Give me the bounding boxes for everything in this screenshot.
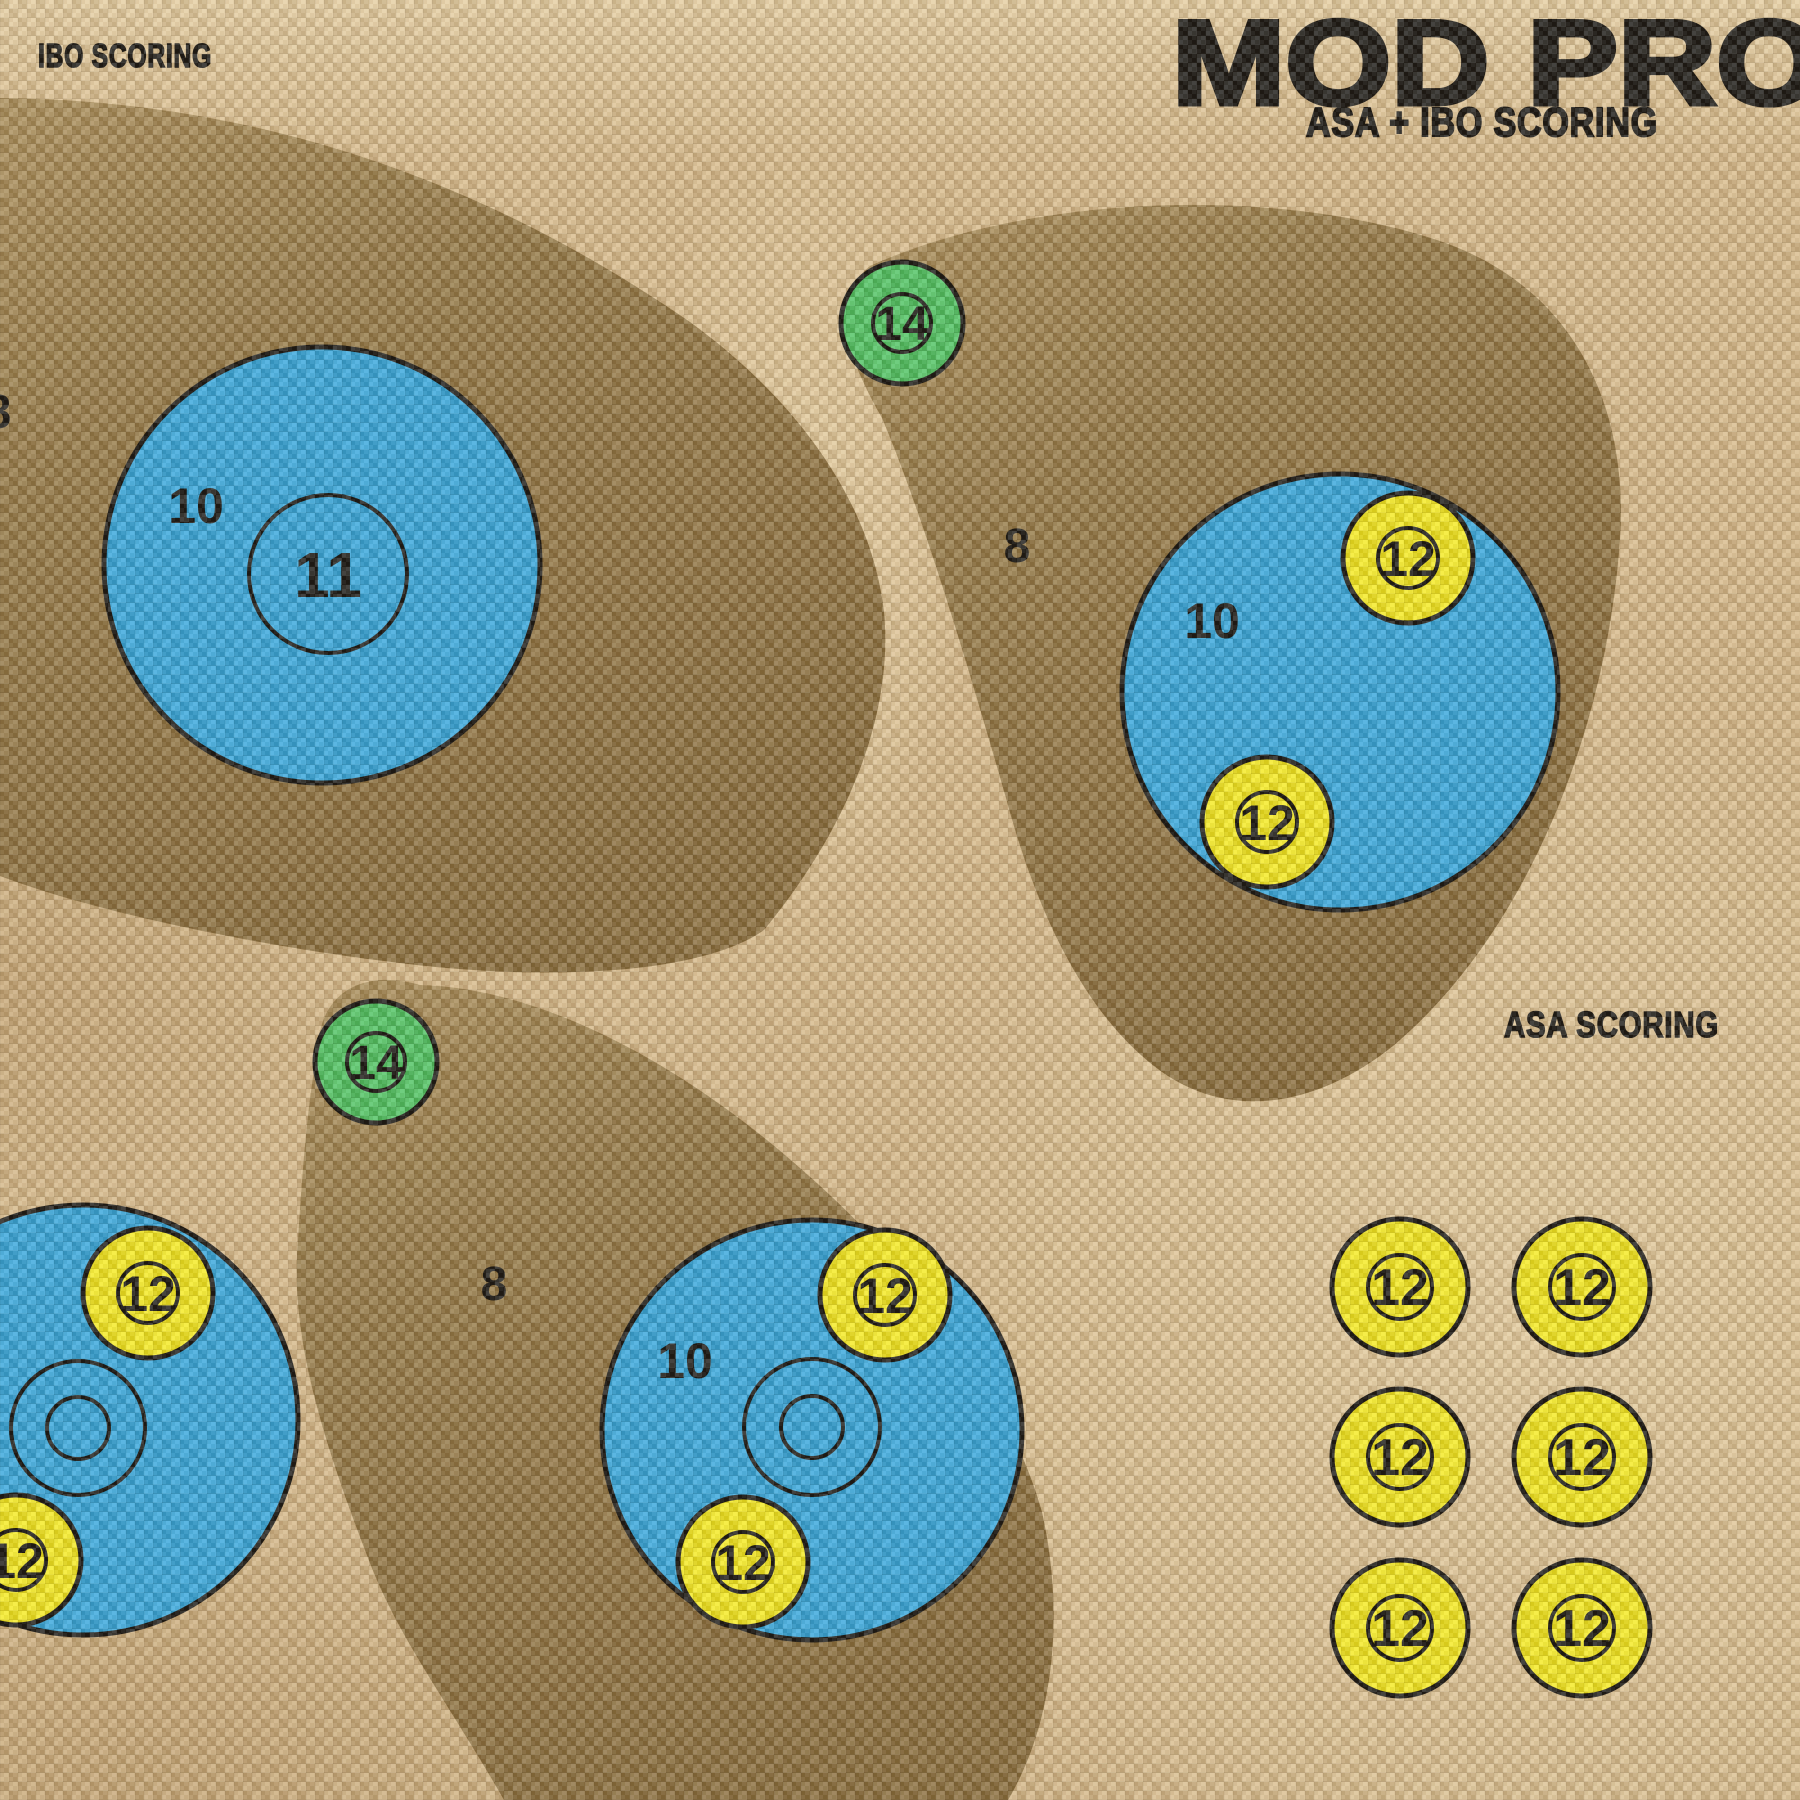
score-label-14: 14	[349, 1037, 403, 1090]
twelve-ring-lower	[0, 1492, 84, 1628]
center-x-ring	[779, 1394, 845, 1460]
spare-dot: 12	[1511, 1386, 1653, 1528]
eleven-ring	[247, 493, 409, 655]
fourteen-inner-ring	[871, 292, 933, 354]
score-label-12-lower: 12	[1239, 795, 1295, 851]
twelve-ring-upper	[1340, 490, 1476, 626]
eleven-ring	[742, 1357, 882, 1497]
dot-label: 12	[1371, 1600, 1429, 1658]
dot-label: 12	[1553, 1259, 1611, 1317]
dot-inner-ring	[1366, 1253, 1434, 1321]
spare-dot: 12	[1329, 1386, 1471, 1528]
spare-twelve-dots-grid: 12 12 12 12 12	[1329, 1216, 1653, 1699]
score-label-12-upper: 12	[120, 1266, 176, 1322]
spare-dot: 12	[1511, 1216, 1653, 1358]
target-top-left-ibo: 8 10 11	[0, 98, 886, 973]
ibo-scoring-heading: IBO SCORING	[38, 37, 212, 74]
twelve-ring-upper	[817, 1227, 953, 1363]
ten-ring	[101, 344, 543, 786]
score-label-12-upper: 12	[1380, 531, 1436, 587]
dot-circle	[1329, 1557, 1471, 1699]
dot-label: 12	[1553, 1600, 1611, 1658]
twelve-inner-ring-lower	[711, 1530, 775, 1594]
score-label-10: 10	[657, 1333, 713, 1389]
score-label-8: 8	[481, 1258, 508, 1311]
score-label-8: 8	[0, 386, 11, 439]
dot-inner-ring	[1366, 1594, 1434, 1662]
center-x-ring	[45, 1395, 111, 1461]
dot-inner-ring	[1366, 1423, 1434, 1491]
twelve-ring-lower	[1199, 754, 1335, 890]
spare-dot: 12	[1329, 1557, 1471, 1699]
twelve-inner-ring-upper	[116, 1261, 180, 1325]
dot-inner-ring	[1548, 1423, 1616, 1491]
brand-logo: MOD PRO	[1172, 0, 1800, 130]
dot-inner-ring	[1548, 1594, 1616, 1662]
eleven-ring	[9, 1359, 147, 1497]
asa-scoring-heading: ASA SCORING	[1504, 1004, 1719, 1045]
target-bottom-middle: 14 12 12 10 8	[296, 979, 1054, 1800]
brand-subtitle: ASA + IBO SCORING	[1306, 99, 1658, 145]
twelve-inner-ring-upper	[1376, 526, 1440, 590]
fourteen-ring	[838, 259, 966, 387]
score-label-10: 10	[1184, 593, 1240, 649]
ten-ring	[1119, 471, 1561, 913]
twelve-inner-ring-upper	[853, 1263, 917, 1327]
dot-circle	[1511, 1216, 1653, 1358]
twelve-inner-ring-lower	[1235, 790, 1299, 854]
fourteen-ring	[312, 998, 440, 1126]
score-label-10: 10	[168, 478, 224, 534]
twelve-inner-ring-lower	[0, 1528, 48, 1592]
spare-dot: 12	[1511, 1557, 1653, 1699]
dot-circle	[1329, 1386, 1471, 1528]
score-label-14: 14	[875, 298, 929, 351]
target-top-right-asa: 14 12 12 10 8	[838, 204, 1621, 1102]
dot-circle	[1511, 1386, 1653, 1528]
dot-circle	[1511, 1557, 1653, 1699]
score-label-11: 11	[294, 539, 362, 611]
target-bottom-left-partial: 12 12	[0, 1202, 301, 1638]
ten-ring	[599, 1217, 1025, 1643]
score-label-12-lower: 12	[0, 1533, 44, 1589]
dot-label: 12	[1371, 1259, 1429, 1317]
score-label-12-upper: 12	[857, 1268, 913, 1324]
score-label-8: 8	[1004, 520, 1031, 573]
score-label-12-lower: 12	[715, 1535, 771, 1591]
dot-label: 12	[1371, 1429, 1429, 1487]
twelve-ring-upper	[80, 1225, 216, 1361]
dot-inner-ring	[1548, 1253, 1616, 1321]
dot-circle	[1329, 1216, 1471, 1358]
spare-dot: 12	[1329, 1216, 1471, 1358]
twelve-ring-lower	[675, 1494, 811, 1630]
dot-label: 12	[1553, 1429, 1611, 1487]
fourteen-inner-ring	[345, 1031, 407, 1093]
